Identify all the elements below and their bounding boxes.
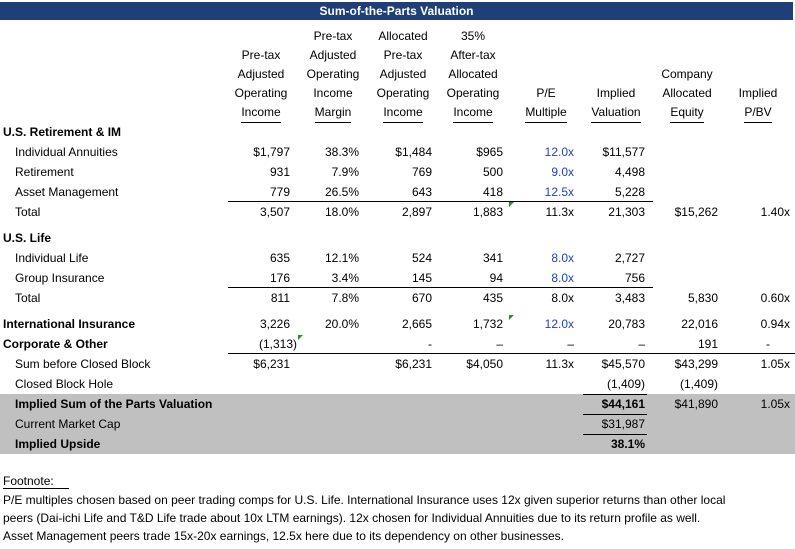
- footnote-line: P/E multiples chosen based on peer tradi…: [3, 493, 726, 507]
- table-row: Closed Block Hole (1,409) (1,409): [15, 377, 718, 391]
- table-row-implied-sum: Implied Sum of the Parts Valuation $44,1…: [0, 394, 795, 414]
- header-pbv: Implied P/BV: [728, 84, 788, 123]
- footnote-line: Asset Management peers trade 15x-20x ear…: [3, 529, 565, 543]
- table-row-total: Total 811 7.8% 670 435 8.0x 3,483 5,830 …: [15, 291, 790, 305]
- table-row-sum: Sum before Closed Block $6,231 $6,231 $4…: [15, 357, 790, 371]
- table-title: Sum-of-the-Parts Valuation: [0, 2, 793, 20]
- header-allocated-pretax: Allocated Pre-tax Adjusted Operating Income: [370, 27, 436, 123]
- header-equity: Company Allocated Equity: [654, 65, 720, 123]
- section-header-us-life: U.S. Life: [3, 231, 52, 245]
- header-pe: P/E Multiple: [518, 84, 574, 123]
- cell-comment-marker: [509, 202, 514, 207]
- cell-comment-marker: [298, 335, 303, 340]
- table-row: Individual Annuities $1,797 38.3% $1,484…: [15, 145, 645, 159]
- rule: [583, 394, 647, 395]
- table-row: Retirement 931 7.9% 769 500 9.0x 4,498: [15, 165, 645, 179]
- section-header-us-retirement: U.S. Retirement & IM: [3, 125, 122, 139]
- table-row-market-cap: Current Market Cap $31,987: [0, 414, 795, 434]
- table-row-upside: Implied Upside 38.1%: [0, 434, 795, 454]
- header-pretax-margin: Pre-tax Adjusted Operating Income Margin: [300, 27, 366, 123]
- table-row-total: Total 3,507 18.0% 2,897 1,883 11.3x 21,3…: [15, 205, 790, 219]
- table-row: Group Insurance 176 3.4% 145 94 8.0x 756: [15, 271, 645, 285]
- sum-rule: [228, 353, 795, 354]
- footnote-line: peers (Dai-ichi Life and T&D Life trade …: [3, 511, 701, 525]
- table-row: International Insurance 3,226 20.0% 2,66…: [3, 317, 790, 331]
- subtotal-rule: [228, 287, 653, 288]
- table-row: Asset Management 779 26.5% 643 418 12.5x…: [15, 185, 645, 199]
- rule: [583, 434, 647, 435]
- subtotal-rule: [228, 201, 653, 202]
- footnote-rule: [3, 488, 69, 489]
- header-aftertax: 35% After-tax Allocated Operating Income: [440, 27, 506, 123]
- cell-comment-marker: [509, 315, 514, 320]
- header-pretax-income: Pre-tax Adjusted Operating Income: [228, 46, 294, 123]
- table-row: Corporate & Other (1,313) - – – – 191 -: [3, 337, 770, 351]
- footnote-heading: Footnote:: [3, 474, 54, 488]
- table-row: Individual Life 635 12.1% 524 341 8.0x 2…: [15, 251, 645, 265]
- rule: [583, 414, 647, 415]
- header-implied-valuation: Implied Valuation: [584, 84, 648, 123]
